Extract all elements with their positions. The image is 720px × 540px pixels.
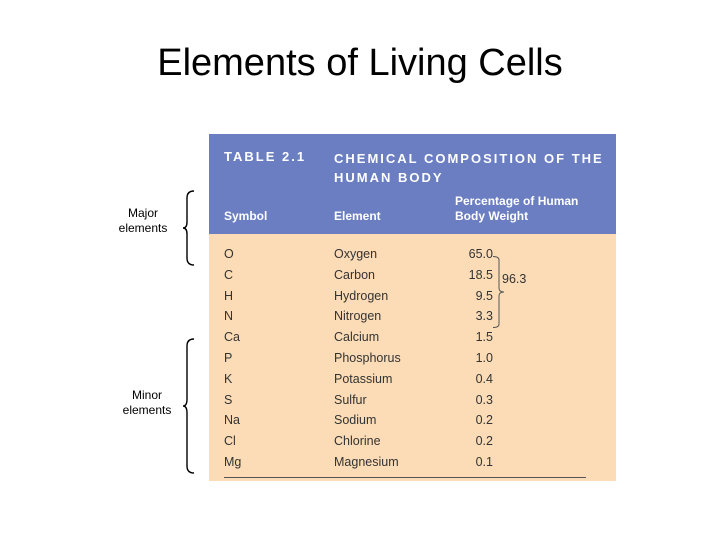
cell-element: Phosphorus [334,351,401,365]
cell-symbol: C [224,267,234,282]
cell-percent: 9.5 [475,288,493,303]
minor-elements-label: Minor elements [112,388,182,418]
cell-symbol: K [224,371,233,386]
column-header-percent: Percentage of Human Body Weight [455,194,579,223]
cell-element: Sulfur [334,392,367,407]
cell-symbol: Na [224,413,240,428]
subtotal-value: 96.3 [502,272,527,286]
cell-percent: 1.0 [475,351,493,365]
cell-percent: 0.2 [475,434,493,449]
major-elements-text: Major elements [118,206,168,235]
composition-table: TABLE 2.1 CHEMICAL COMPOSITION OF THE HU… [209,134,616,481]
table-row: K Potassium 0.4 [209,372,616,393]
table-row: Na Sodium 0.2 [209,413,616,434]
cell-element: Calcium [334,330,380,345]
column-header-symbol: Symbol [224,209,268,223]
table-header: TABLE 2.1 CHEMICAL COMPOSITION OF THE HU… [209,134,616,234]
table-row: Ca Calcium 1.5 [209,330,616,351]
cell-symbol: O [224,247,234,261]
cell-element: Magnesium [334,455,399,469]
column-header-element: Element [334,209,381,223]
cell-element: Sodium [334,413,377,428]
table-row: S Sulfur 0.3 [209,393,616,414]
cell-element: Potassium [334,371,393,386]
cell-element: Nitrogen [334,309,382,324]
cell-percent: 3.3 [475,309,493,324]
table-row: H Hydrogen 9.5 [209,289,616,310]
minor-elements-text: Minor elements [122,388,172,417]
cell-percent: 1.5 [475,330,493,345]
cell-percent: 0.4 [475,371,493,386]
table-caption: CHEMICAL COMPOSITION OF THE HUMAN BODY [334,151,604,185]
major-brace-icon [183,190,195,266]
table-bottom-rule [224,477,586,478]
cell-symbol: H [224,288,234,303]
cell-percent: 0.2 [475,413,493,428]
cell-symbol: N [224,309,234,324]
table-row: P Phosphorus 1.0 [209,351,616,372]
cell-symbol: Mg [224,455,242,469]
table-row: Cl Chlorine 0.2 [209,434,616,455]
cell-symbol: S [224,392,233,407]
cell-percent: 0.1 [475,455,493,469]
table-row: C Carbon 18.5 [209,268,616,289]
table-row: N Nitrogen 3.3 [209,309,616,330]
cell-symbol: P [224,351,233,365]
table-row: O Oxygen 65.0 [209,247,616,268]
slide-title: Elements of Living Cells [157,42,563,84]
cell-element: Oxygen [334,247,378,261]
cell-element: Chlorine [334,434,381,449]
cell-element: Hydrogen [334,288,389,303]
table-number: TABLE 2.1 [224,149,307,164]
table-row: Mg Magnesium 0.1 [209,455,616,476]
minor-brace-icon [183,338,195,474]
cell-symbol: Ca [224,330,240,345]
cell-symbol: Cl [224,434,236,449]
cell-percent: 18.5 [468,267,493,282]
cell-element: Carbon [334,267,375,282]
major-elements-label: Major elements [106,206,180,236]
cell-percent: 0.3 [475,392,493,407]
cell-percent: 65.0 [468,247,493,261]
subtotal-bracket-icon [493,256,505,328]
